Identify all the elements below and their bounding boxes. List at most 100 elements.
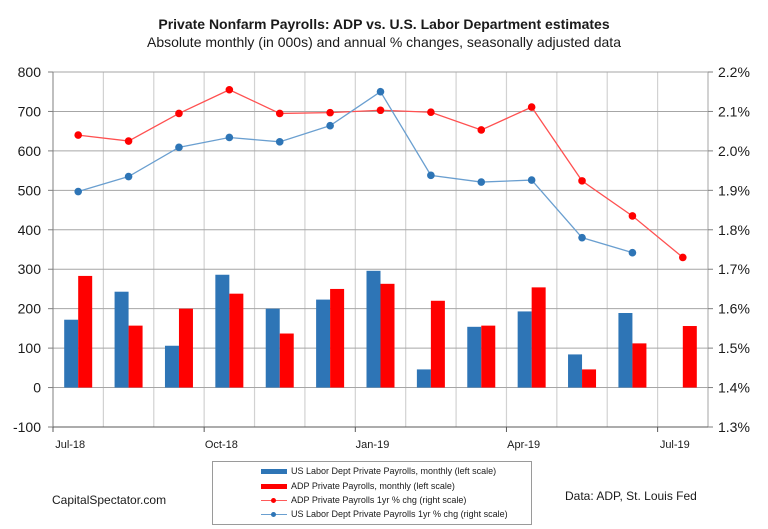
left-tick-label: 500 — [18, 182, 42, 198]
point-adp-yoy — [175, 109, 183, 118]
left-axis-ticks: -100 0 100 200 300 400 500 600 700 800 — [13, 64, 53, 435]
bar-adp-monthly — [481, 325, 496, 388]
right-tick-label: 2.0% — [718, 143, 750, 159]
bar-us-labor-monthly — [316, 299, 331, 388]
bar-us-labor-monthly — [265, 308, 280, 388]
x-tick-label: Apr-19 — [507, 439, 540, 451]
point-us-labor-yoy — [427, 171, 435, 180]
point-adp-yoy — [326, 108, 334, 117]
data-source-label: Data: ADP, St. Louis Fed — [565, 489, 697, 503]
right-tick-label: 1.7% — [718, 261, 750, 277]
line-us-labor-yoy — [78, 90, 633, 254]
source-site-label: CapitalSpectator.com — [52, 493, 167, 507]
point-adp-yoy — [376, 106, 385, 115]
x-tick-label: Oct-18 — [205, 439, 238, 451]
x-tick-label: Jul-18 — [55, 439, 85, 451]
x-axis-ticks: Jul-18 Oct-18 Jan-19 Apr-19 Jul-19 — [52, 427, 690, 451]
lines-group — [74, 85, 687, 262]
legend-item-us-yoy: US Labor Dept Private Payrolls 1yr % chg… — [261, 507, 508, 521]
bar-us-labor-monthly — [64, 319, 79, 388]
legend-swatch-red-bar — [261, 483, 287, 489]
chart-legend: US Labor Dept Private Payrolls, monthly … — [212, 461, 532, 525]
bar-adp-monthly — [682, 326, 697, 388]
bar-us-labor-monthly — [164, 345, 179, 388]
chart-title: Private Nonfarm Payrolls: ADP vs. U.S. L… — [158, 16, 610, 32]
left-tick-label: -100 — [13, 419, 41, 435]
right-tick-label: 1.4% — [718, 380, 750, 396]
right-tick-label: 2.2% — [718, 64, 750, 80]
bar-us-labor-monthly — [366, 270, 381, 388]
bars-group — [64, 270, 697, 388]
left-tick-label: 600 — [18, 143, 42, 159]
point-adp-yoy — [74, 131, 82, 139]
left-tick-label: 100 — [18, 340, 42, 356]
left-tick-label: 300 — [18, 261, 42, 277]
point-us-labor-yoy — [326, 121, 334, 130]
left-tick-label: 200 — [18, 301, 42, 317]
legend-item-us-monthly: US Labor Dept Private Payrolls, monthly … — [261, 464, 496, 478]
right-tick-label: 2.1% — [718, 103, 750, 119]
bar-adp-monthly — [229, 293, 244, 388]
point-us-labor-yoy — [578, 233, 586, 242]
bar-adp-monthly — [582, 369, 597, 388]
bar-adp-monthly — [632, 343, 647, 388]
legend-swatch-blue-bar — [261, 468, 287, 474]
point-us-labor-yoy — [74, 187, 82, 196]
chart-subtitle: Absolute monthly (in 000s) and annual % … — [147, 34, 621, 50]
point-adp-yoy — [427, 108, 435, 117]
right-tick-label: 1.8% — [718, 222, 750, 238]
point-us-labor-yoy — [527, 176, 536, 184]
left-tick-label: 800 — [18, 64, 42, 80]
bar-us-labor-monthly — [114, 291, 129, 388]
point-adp-yoy — [628, 212, 637, 220]
bar-adp-monthly — [380, 283, 395, 388]
legend-label: ADP Private Payrolls 1yr % chg (right sc… — [291, 495, 467, 505]
right-tick-label: 1.6% — [718, 301, 750, 317]
bar-adp-monthly — [279, 333, 294, 388]
right-tick-label: 1.5% — [718, 340, 750, 356]
left-tick-label: 400 — [18, 222, 42, 238]
vertical-gridlines — [102, 72, 659, 427]
x-tick-label: Jul-19 — [660, 439, 690, 451]
right-tick-label: 1.9% — [718, 182, 750, 198]
point-us-labor-yoy — [175, 143, 183, 152]
left-tick-label: 700 — [18, 103, 42, 119]
axes-group — [52, 72, 709, 428]
point-us-labor-yoy — [225, 133, 234, 142]
bar-adp-monthly — [128, 325, 143, 388]
legend-label: US Labor Dept Private Payrolls 1yr % chg… — [291, 509, 508, 519]
bar-adp-monthly — [178, 308, 193, 388]
point-us-labor-yoy — [477, 178, 486, 186]
legend-marker-red-line — [261, 497, 287, 504]
legend-label: ADP Private Payrolls, monthly (left scal… — [291, 481, 455, 491]
bar-adp-monthly — [531, 287, 546, 388]
x-tick-label: Jan-19 — [356, 439, 390, 451]
bar-us-labor-monthly — [568, 354, 583, 388]
point-us-labor-yoy — [275, 138, 284, 146]
point-adp-yoy — [225, 85, 234, 94]
point-adp-yoy — [527, 103, 536, 111]
bar-us-labor-monthly — [416, 369, 431, 388]
point-us-labor-yoy — [124, 172, 133, 181]
left-tick-label: 0 — [33, 380, 41, 396]
right-tick-label: 1.3% — [718, 419, 750, 435]
right-axis-ticks: 1.3% 1.4% 1.5% 1.6% 1.7% 1.8% 1.9% 2.0% 2.1% 2.2% — [708, 64, 750, 435]
bar-adp-monthly — [330, 288, 345, 388]
bar-adp-monthly — [78, 275, 93, 388]
point-adp-yoy — [578, 177, 586, 185]
bar-us-labor-monthly — [215, 274, 230, 388]
point-adp-yoy — [477, 126, 486, 134]
line-adp-yoy — [78, 89, 684, 258]
point-us-labor-yoy — [628, 248, 637, 257]
bar-us-labor-monthly — [517, 311, 532, 388]
bar-us-labor-monthly — [618, 313, 633, 388]
point-us-labor-yoy — [376, 87, 385, 96]
legend-label: US Labor Dept Private Payrolls, monthly … — [291, 466, 497, 476]
point-adp-yoy — [275, 109, 284, 118]
bar-adp-monthly — [430, 300, 445, 388]
legend-marker-blue-line — [261, 511, 287, 518]
bar-us-labor-monthly — [467, 326, 482, 388]
point-adp-yoy — [124, 137, 133, 145]
legend-item-adp-monthly: ADP Private Payrolls, monthly (left scal… — [261, 479, 455, 493]
